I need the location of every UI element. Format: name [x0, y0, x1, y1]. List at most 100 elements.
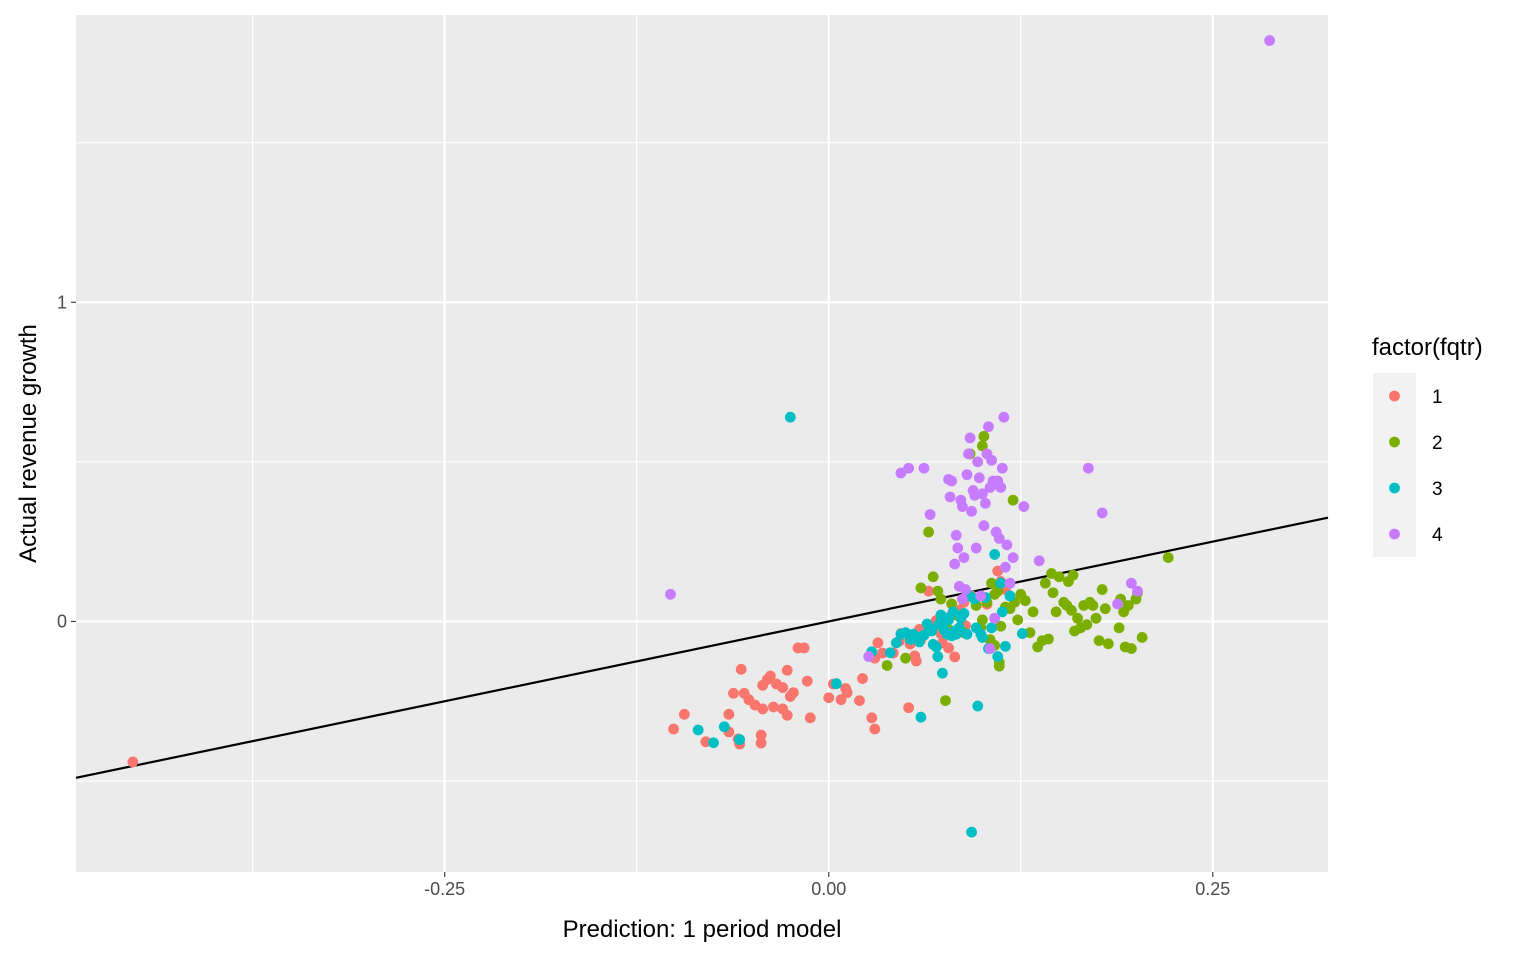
data-point-fqtr-1 — [877, 647, 888, 659]
legend-title: factor(fqtr) — [1372, 334, 1483, 361]
data-point-fqtr-3 — [784, 411, 796, 423]
data-point-fqtr-1 — [872, 637, 884, 649]
data-point-fqtr-2 — [1099, 603, 1111, 615]
data-point-fqtr-3 — [995, 577, 1007, 589]
data-point-fqtr-2 — [927, 571, 939, 583]
data-point-fqtr-4 — [993, 533, 1005, 544]
data-point-fqtr-2 — [1125, 643, 1137, 654]
data-point-fqtr-4 — [963, 448, 974, 460]
data-point-fqtr-3 — [708, 737, 719, 749]
data-point-fqtr-4 — [903, 462, 915, 474]
data-points — [127, 35, 1276, 838]
data-point-fqtr-3 — [972, 700, 984, 712]
data-point-fqtr-2 — [976, 614, 988, 626]
y-axis-title: Actual revenue growth — [15, 324, 42, 563]
data-point-fqtr-4 — [1004, 577, 1016, 589]
data-point-fqtr-2 — [1039, 577, 1051, 589]
reference-line — [75, 516, 1329, 779]
data-point-fqtr-4 — [956, 593, 968, 605]
data-point-fqtr-2 — [923, 526, 934, 538]
data-point-fqtr-2 — [1050, 606, 1062, 618]
data-point-fqtr-1 — [854, 695, 865, 706]
data-point-fqtr-4 — [999, 561, 1011, 573]
data-point-fqtr-2 — [1019, 595, 1031, 607]
data-point-fqtr-3 — [1016, 628, 1028, 639]
data-point-fqtr-4 — [995, 481, 1007, 493]
data-point-fqtr-4 — [983, 421, 994, 433]
data-point-fqtr-3 — [986, 622, 997, 634]
data-point-fqtr-1 — [943, 642, 954, 654]
data-point-fqtr-1 — [910, 655, 922, 667]
data-point-fqtr-3 — [966, 826, 978, 838]
data-point-fqtr-1 — [788, 687, 799, 699]
legend-label-4: 4 — [1432, 525, 1443, 546]
data-point-fqtr-3 — [989, 549, 1001, 560]
data-point-fqtr-3 — [915, 711, 927, 723]
data-point-fqtr-2 — [935, 593, 947, 605]
data-point-fqtr-2 — [993, 660, 1005, 672]
data-point-fqtr-3 — [937, 667, 948, 679]
data-point-fqtr-1 — [668, 723, 679, 735]
data-point-fqtr-2 — [1047, 587, 1059, 599]
data-point-fqtr-2 — [1087, 600, 1099, 611]
legend-key-3 — [1389, 482, 1400, 494]
data-point-fqtr-4 — [970, 542, 982, 554]
data-point-fqtr-2 — [1012, 614, 1024, 626]
x-axis-ticks: -0.25 0.00 0.25 — [424, 872, 1230, 899]
data-point-fqtr-4 — [946, 475, 958, 487]
data-point-fqtr-2 — [986, 577, 997, 589]
data-point-fqtr-3 — [884, 647, 896, 659]
data-point-fqtr-1 — [801, 675, 813, 687]
data-point-fqtr-2 — [1093, 635, 1105, 646]
data-point-fqtr-3 — [890, 637, 902, 649]
legend-label-3: 3 — [1432, 479, 1443, 500]
data-point-fqtr-2 — [1081, 619, 1093, 631]
data-point-fqtr-4 — [1018, 501, 1030, 512]
data-point-fqtr-1 — [857, 673, 868, 684]
x-tick-label: 0.25 — [1195, 879, 1230, 899]
data-point-fqtr-1 — [781, 664, 793, 676]
major-gridlines — [76, 15, 1328, 872]
data-point-fqtr-1 — [841, 687, 853, 699]
data-point-fqtr-3 — [831, 678, 842, 690]
data-point-fqtr-4 — [980, 497, 991, 509]
data-point-fqtr-2 — [1053, 571, 1065, 583]
legend-label-2: 2 — [1432, 433, 1443, 454]
data-point-fqtr-4 — [863, 651, 875, 662]
data-point-fqtr-2 — [976, 440, 988, 452]
data-point-fqtr-2 — [1122, 600, 1134, 611]
data-point-fqtr-3 — [958, 608, 970, 619]
data-point-fqtr-4 — [986, 454, 997, 466]
legend: factor(fqtr) 1 2 3 4 — [1372, 334, 1483, 557]
data-point-fqtr-3 — [930, 641, 942, 653]
data-point-fqtr-2 — [1136, 632, 1148, 643]
data-point-fqtr-1 — [903, 702, 915, 714]
data-point-fqtr-4 — [996, 462, 1008, 474]
data-point-fqtr-4 — [895, 467, 907, 479]
data-point-fqtr-1 — [735, 663, 747, 675]
data-point-fqtr-2 — [940, 695, 951, 706]
data-point-fqtr-4 — [952, 542, 964, 554]
data-point-fqtr-2 — [978, 430, 990, 442]
data-point-fqtr-2 — [1067, 569, 1079, 581]
data-point-fqtr-4 — [956, 501, 968, 512]
data-point-fqtr-2 — [995, 620, 1007, 632]
data-point-fqtr-2 — [915, 582, 927, 594]
x-axis-title: Prediction: 1 period model — [563, 916, 842, 943]
data-point-fqtr-1 — [755, 737, 767, 749]
data-point-fqtr-2 — [1007, 494, 1019, 506]
data-point-fqtr-4 — [984, 643, 996, 654]
data-point-fqtr-1 — [757, 703, 769, 715]
data-point-fqtr-4 — [1082, 462, 1094, 474]
data-point-fqtr-4 — [949, 558, 961, 570]
data-point-fqtr-2 — [900, 652, 911, 664]
data-point-fqtr-4 — [918, 462, 930, 474]
data-point-fqtr-4 — [950, 529, 962, 541]
data-point-fqtr-4 — [961, 469, 973, 481]
data-point-fqtr-4 — [944, 491, 956, 503]
data-point-fqtr-4 — [978, 520, 990, 532]
data-point-fqtr-2 — [1090, 612, 1102, 624]
data-point-fqtr-1 — [798, 642, 810, 654]
data-point-fqtr-1 — [777, 682, 789, 693]
data-point-fqtr-4 — [1033, 555, 1045, 567]
